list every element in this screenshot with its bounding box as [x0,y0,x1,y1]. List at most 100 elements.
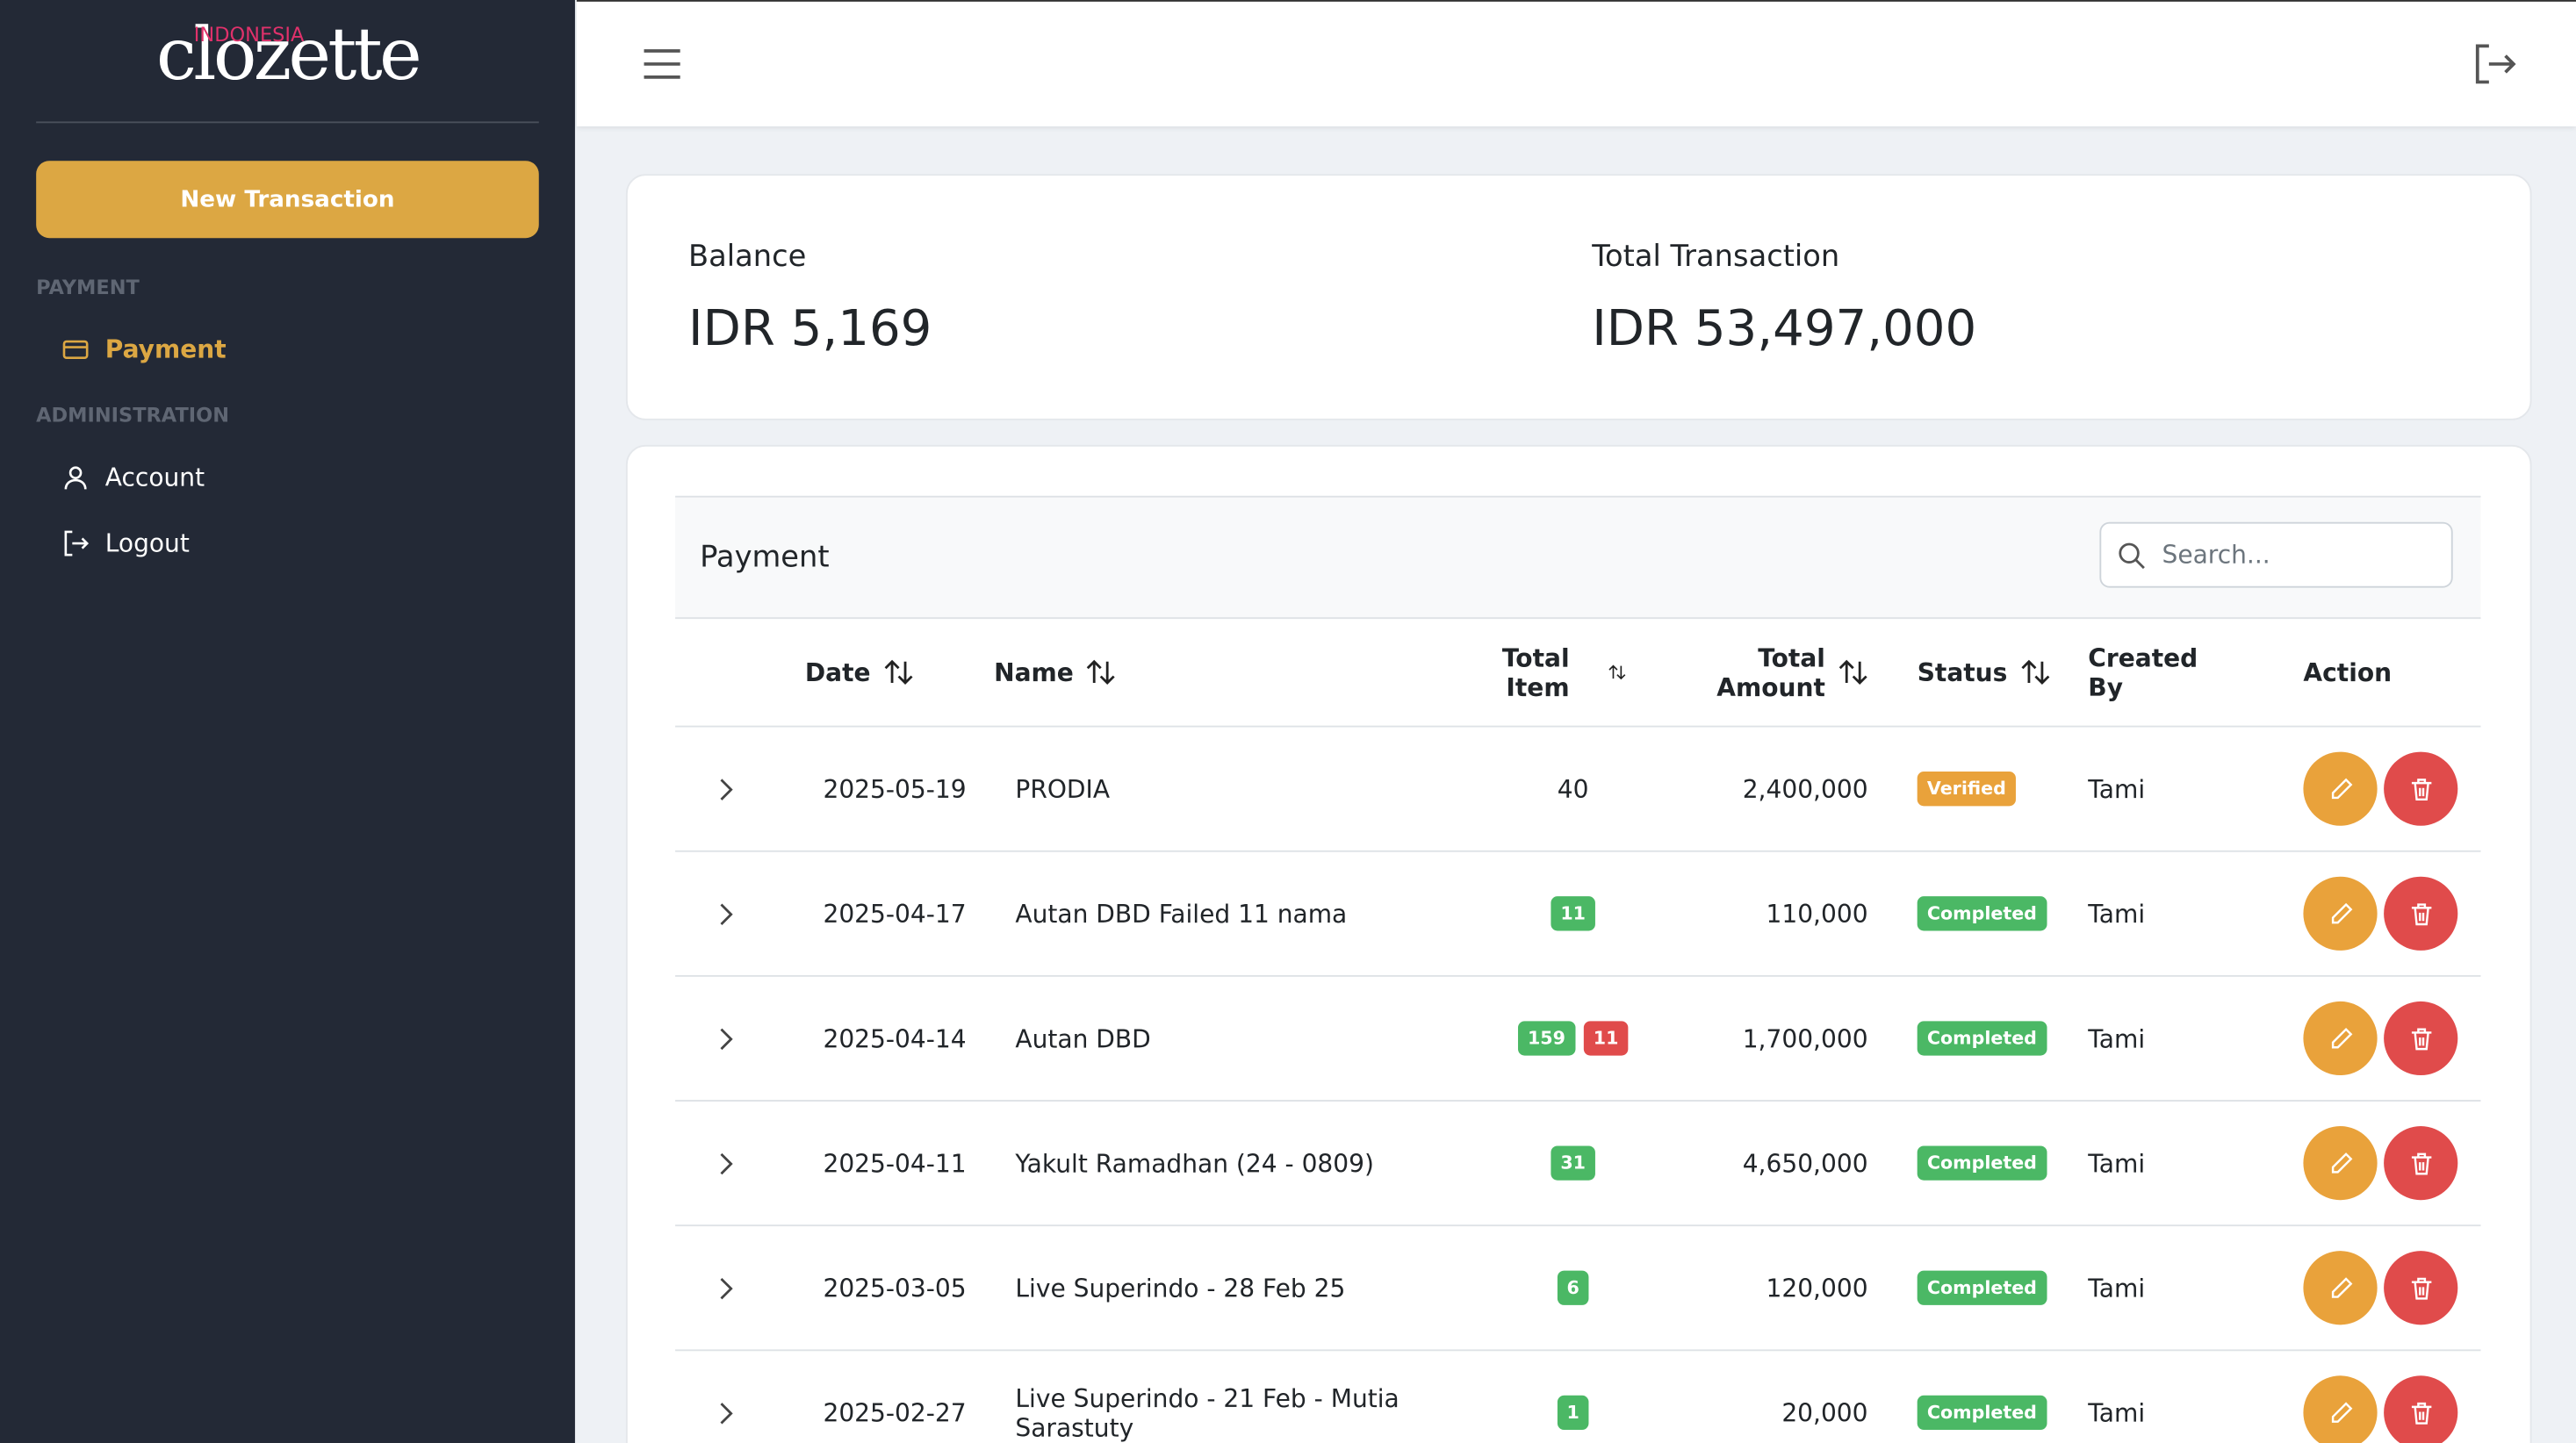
delete-button[interactable] [2384,1001,2458,1076]
pencil-icon [2330,1027,2352,1048]
amount-cell: 2,400,000 [1742,773,1868,804]
delete-button[interactable] [2384,1375,2458,1443]
header-label: Action [2303,657,2393,687]
trash-icon [2410,1401,2431,1424]
search-placeholder: Search... [2162,540,2270,570]
status-badge: Completed [1917,1145,2047,1181]
sort-icon [1087,659,1116,686]
nav-label: Payment [104,334,227,365]
edit-button[interactable] [2303,1375,2378,1443]
date-cell: 2025-03-05 [823,1273,967,1303]
delete-button[interactable] [2384,1251,2458,1325]
summary-card: Balance IDR 5,169 Total Transaction IDR … [625,174,2532,420]
status-cell: Completed [1889,1145,2067,1181]
search-box[interactable]: Search... [2099,521,2453,588]
nav-item[interactable]: Payment [62,334,227,365]
table-row: 2025-02-27 Live Superindo - 21 Feb - Muti… [675,1351,2480,1443]
header-label: Total Item [1501,643,1570,702]
pencil-icon [2330,1401,2352,1422]
trash-icon [2410,1027,2431,1050]
table-title: Payment [700,540,830,575]
date-cell: 2025-04-11 [823,1148,967,1178]
name-cell: Autan DBD [1015,1023,1151,1053]
expand-toggle[interactable] [675,776,805,802]
nav-item[interactable]: Account [62,463,205,492]
logo: clozette [155,12,422,97]
item-badge: 11 [1583,1021,1629,1056]
header-row: Date Name Total Item Total Amount Status Crea… [675,619,2481,728]
amount-cell: 120,000 [1766,1273,1868,1303]
status-cell: Completed [1889,1021,2067,1056]
pencil-icon [2330,1152,2352,1173]
amount-cell: 4,650,000 [1742,1148,1868,1178]
item-badge: 1 [1557,1395,1590,1431]
search-icon [2119,542,2145,569]
items-cell: 6 [1503,1270,1643,1305]
header-cell: Action [2276,657,2481,687]
expand-toggle[interactable] [675,1150,805,1176]
sort-icon [2021,659,2050,686]
new-transaction-button[interactable]: New Transaction [36,161,539,239]
date-cell: 2025-04-14 [823,1023,967,1053]
delete-button[interactable] [2384,751,2458,826]
header-cell: Created By [2067,643,2276,701]
logout-icon [64,530,90,556]
date-cell: 2025-05-19 [823,773,967,804]
item-badge: 6 [1557,1270,1590,1305]
delete-button[interactable] [2384,1126,2458,1201]
logo-sub: INDONESIA [193,23,305,47]
status-badge: Completed [1917,1021,2047,1056]
item-badge: 159 [1517,1021,1576,1056]
trash-icon [2410,778,2431,800]
chevron-icon [720,902,733,925]
nav-label: Account [104,463,205,493]
edit-button[interactable] [2303,1001,2378,1076]
status-cell: Completed [1889,896,2067,931]
topbar [576,0,2576,127]
divider [36,121,539,124]
table: Payment Search... Date Name Total Item Tota… [675,495,2481,1443]
sidebar: clozette INDONESIA New Transaction PAYME… [0,0,575,1443]
edit-button[interactable] [2303,1126,2378,1201]
nav-item[interactable]: Logout [62,528,190,558]
action-cell [2276,1126,2481,1201]
created-by-cell: Tami [2088,773,2146,804]
created-by-cell: Tami [2088,1273,2146,1303]
header-label: Name [994,657,1074,687]
expand-toggle[interactable] [675,1025,805,1052]
edit-button[interactable] [2303,1251,2378,1325]
sort-icon [1609,664,1626,680]
header-cell: Total Item [1486,643,1643,702]
summary-value: IDR 5,169 [688,300,932,358]
edit-button[interactable] [2303,751,2378,826]
table-body: 2025-05-19 PRODIA 40 2,400,000 Verified Tami 2… [675,728,2481,1443]
delete-button[interactable] [2384,876,2458,951]
section-title: ADMINISTRATION [36,404,230,427]
trash-icon [2410,902,2431,925]
status-cell: Completed [1889,1270,2067,1305]
logout-button[interactable] [2474,44,2517,84]
items-cell: 11 [1503,896,1643,931]
item-badge: 31 [1551,1145,1596,1181]
name-cell: Live Superindo - 21 Feb - Mutia Sarastut… [1015,1382,1400,1443]
summary-label: Total Transaction [1592,240,1840,275]
status-badge: Verified [1917,772,2017,807]
table-row: 2025-04-11 Yakult Ramadhan (24 - 0809) 31 4… [675,1102,2481,1227]
nav-label: Logout [104,528,190,558]
chevron-icon [720,778,733,800]
item-badge: 11 [1551,896,1596,931]
header-label: Total Amount [1716,643,1825,702]
expand-toggle[interactable] [675,1399,805,1425]
pencil-icon [2330,1276,2352,1297]
header-label: Status [1917,657,2008,687]
amount-cell: 110,000 [1766,898,1868,929]
menu-button[interactable] [643,47,682,80]
expand-toggle[interactable] [675,901,805,927]
trash-icon [2410,1276,2431,1299]
chevron-icon [720,1152,733,1174]
status-badge: Completed [1917,896,2047,931]
items-cell: 31 [1503,1145,1643,1181]
name-cell: Live Superindo - 28 Feb 25 [1015,1273,1346,1303]
edit-button[interactable] [2303,876,2378,951]
expand-toggle[interactable] [675,1274,805,1301]
